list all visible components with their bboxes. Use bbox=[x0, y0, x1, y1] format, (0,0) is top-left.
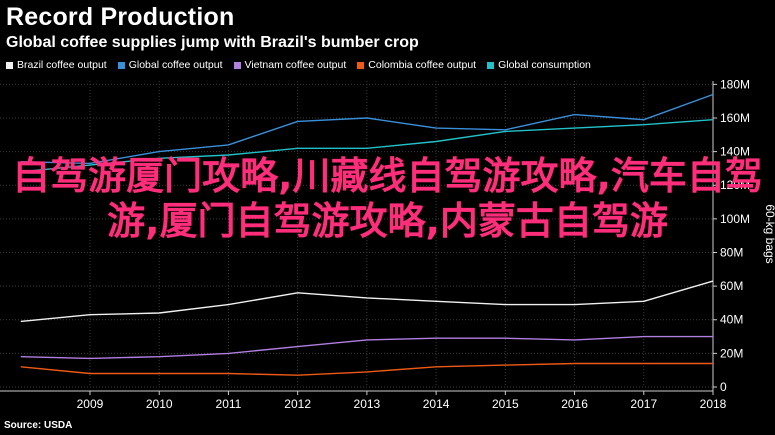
legend-label: Brazil coffee output bbox=[17, 59, 107, 71]
chart-legend: Brazil coffee output Global coffee output… bbox=[6, 58, 765, 72]
x-tick-label: 2009 bbox=[77, 397, 104, 411]
legend-label: Global coffee output bbox=[128, 59, 223, 71]
y-tick-label: 0 bbox=[720, 380, 727, 394]
y-tick-label: 60M bbox=[720, 279, 743, 293]
x-tick-label: 2015 bbox=[492, 397, 519, 411]
y-tick-label: 120M bbox=[720, 178, 750, 192]
legend-label: Global consumption bbox=[498, 59, 591, 71]
chart-title: Record Production bbox=[6, 3, 235, 31]
y-tick-label: 100M bbox=[720, 212, 750, 226]
series-line bbox=[20, 335, 713, 360]
legend-swatch bbox=[487, 61, 495, 69]
y-tick-label: 40M bbox=[720, 313, 743, 327]
y-axis-title: 60-kg bags bbox=[763, 204, 775, 263]
series-line bbox=[20, 280, 714, 323]
legend-item: Brazil coffee output bbox=[6, 59, 107, 71]
legend-swatch bbox=[233, 61, 241, 69]
line-chart: 0 20M 40M 60M 80M 100M 120M 140M 160M 180M 2009 201… bbox=[0, 77, 775, 411]
legend-item: Global consumption bbox=[487, 59, 591, 71]
legend-item: Vietnam coffee output bbox=[233, 59, 347, 71]
series-line bbox=[20, 362, 713, 376]
legend-item: Colombia coffee output bbox=[357, 59, 476, 71]
source-note: Source: USDA bbox=[4, 420, 73, 431]
chart-subtitle: Global coffee supplies jump with Brazil'… bbox=[6, 34, 419, 51]
legend-label: Colombia coffee output bbox=[368, 59, 477, 71]
x-tick-label: 2016 bbox=[561, 397, 588, 411]
x-tick-label: 2012 bbox=[284, 397, 311, 411]
y-tick-label: 80M bbox=[720, 245, 743, 259]
x-tick-label: 2017 bbox=[630, 397, 657, 411]
series-line bbox=[20, 93, 714, 165]
x-tick-label: 2011 bbox=[216, 397, 242, 411]
y-tick-label: 140M bbox=[720, 145, 750, 159]
x-tick-label: 2013 bbox=[354, 397, 381, 411]
y-tick-label: 160M bbox=[720, 111, 750, 125]
x-tick-label: 2014 bbox=[423, 397, 450, 411]
chart-header: Record Production Global coffee supplies… bbox=[6, 2, 769, 53]
x-tick-label: 2018 bbox=[700, 397, 727, 411]
legend-label: Vietnam coffee output bbox=[244, 59, 347, 71]
legend-swatch bbox=[6, 61, 13, 69]
y-tick-label: 20M bbox=[720, 346, 743, 360]
y-tick-label: 180M bbox=[720, 77, 750, 91]
legend-swatch bbox=[117, 61, 125, 69]
series-line bbox=[20, 119, 714, 173]
legend-swatch bbox=[357, 61, 365, 69]
legend-item: Global coffee output bbox=[117, 59, 223, 71]
overlay-text: 自驾游厦门攻略,川藏线自驾游攻略,汽车自驾游,厦门自驾游攻略,内蒙古自驾游 bbox=[12, 154, 763, 243]
x-tick-label: 2010 bbox=[146, 397, 173, 411]
